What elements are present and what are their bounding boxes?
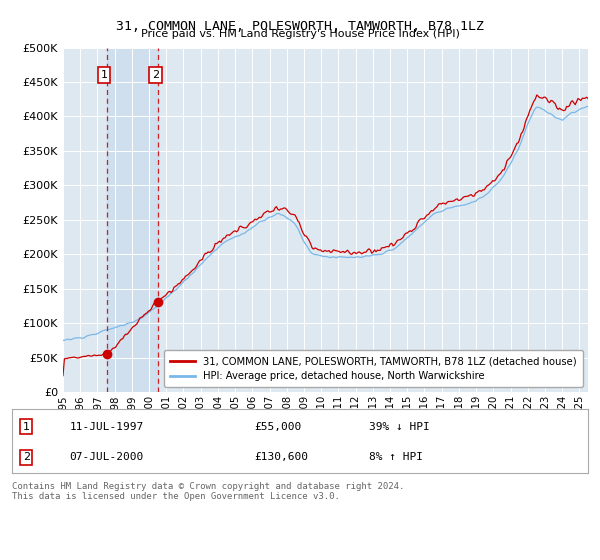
Text: £55,000: £55,000 <box>254 422 301 432</box>
Text: 1: 1 <box>100 70 107 80</box>
Legend: 31, COMMON LANE, POLESWORTH, TAMWORTH, B78 1LZ (detached house), HPI: Average pr: 31, COMMON LANE, POLESWORTH, TAMWORTH, B… <box>164 350 583 387</box>
Text: 2: 2 <box>152 70 159 80</box>
Text: 2: 2 <box>23 452 30 462</box>
Text: 1: 1 <box>23 422 30 432</box>
Text: Price paid vs. HM Land Registry's House Price Index (HPI): Price paid vs. HM Land Registry's House … <box>140 29 460 39</box>
Text: 11-JUL-1997: 11-JUL-1997 <box>70 422 144 432</box>
Text: 07-JUL-2000: 07-JUL-2000 <box>70 452 144 462</box>
Text: £130,600: £130,600 <box>254 452 308 462</box>
Text: 39% ↓ HPI: 39% ↓ HPI <box>369 422 430 432</box>
Bar <box>107 48 158 392</box>
Text: 8% ↑ HPI: 8% ↑ HPI <box>369 452 423 462</box>
Text: 31, COMMON LANE, POLESWORTH, TAMWORTH, B78 1LZ: 31, COMMON LANE, POLESWORTH, TAMWORTH, B… <box>116 20 484 32</box>
Text: Contains HM Land Registry data © Crown copyright and database right 2024.
This d: Contains HM Land Registry data © Crown c… <box>12 482 404 501</box>
